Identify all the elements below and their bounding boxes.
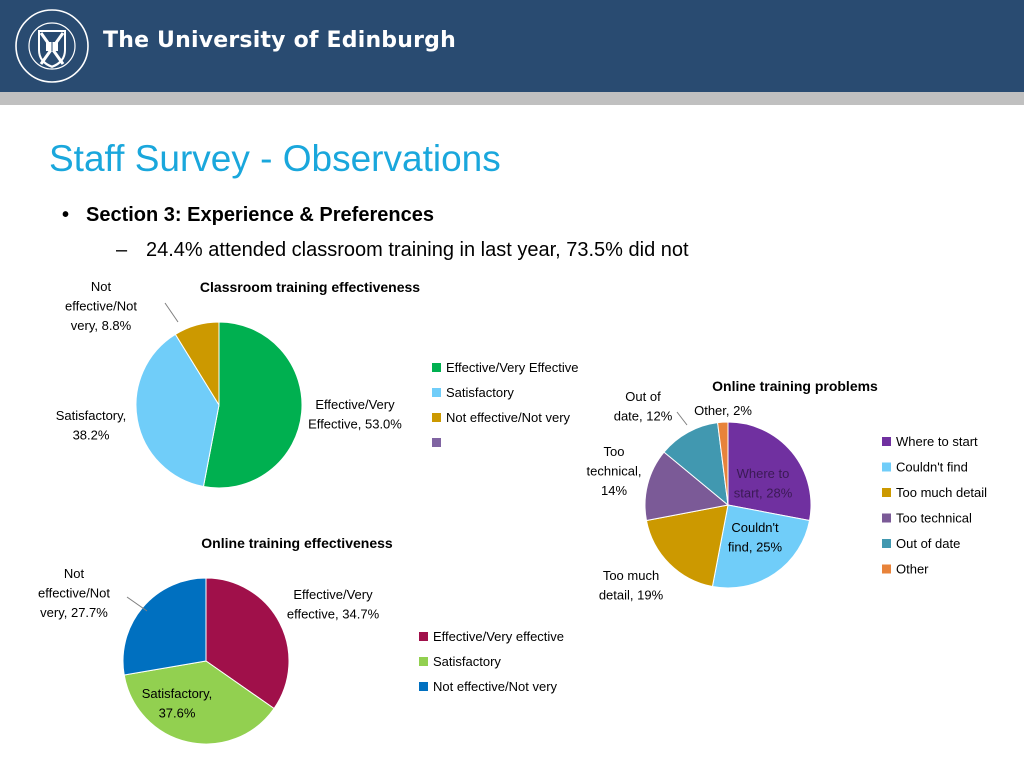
pie2-title: Online training effectiveness <box>201 535 393 551</box>
pie0-slice-0 <box>202 321 303 489</box>
pie0-legend-swatch-0 <box>432 363 441 372</box>
pie2-legend-label-1: Satisfactory <box>433 654 501 669</box>
pie1-slice-4 <box>663 422 729 507</box>
header-bar: The University of Edinburgh <box>0 0 1024 92</box>
university-name: The University of Edinburgh <box>103 28 456 53</box>
pie1-slice-0 <box>727 421 812 522</box>
pie1-leader-line-0 <box>676 411 688 426</box>
pie1-legend-label-0: Where to start <box>896 434 978 449</box>
pie2-slice-0 <box>205 577 290 710</box>
pie0-legend-swatch-2 <box>432 413 441 422</box>
sub-bullet: –24.4% attended classroom training in la… <box>116 239 689 262</box>
pie1-data-label-0: Where to start, 28% <box>734 466 793 501</box>
pie2-data-label-0: Effective/Very effective, 34.7% <box>287 587 380 622</box>
pie0-legend-label-1: Satisfactory <box>446 385 514 400</box>
bullet-dash-icon: – <box>116 239 128 261</box>
pie2-data-label-2: Not effective/Not very, 27.7% <box>38 566 110 620</box>
pie1-legend-swatch-2 <box>882 488 891 497</box>
pie0-data-label-0: Effective/Very Effective, 53.0% <box>308 397 402 432</box>
pie1-data-label-1: Couldn't find, 25% <box>728 520 783 555</box>
pie1-data-label-2: Too much detail, 19% <box>599 568 664 603</box>
pie0-slice-1 <box>135 333 220 488</box>
pie1-legend-swatch-0 <box>882 437 891 446</box>
pie0-slice-2 <box>174 321 220 407</box>
pie2-slice-2 <box>122 577 207 676</box>
pie1-data-label-5: Other, 2% <box>694 403 752 418</box>
pie2-legend-swatch-0 <box>419 632 428 641</box>
section-bullet: • Section 3: Experience & Preferences <box>62 204 434 227</box>
pie2-legend-label-0: Effective/Very effective <box>433 629 564 644</box>
pie0-title: Classroom training effectiveness <box>200 279 420 295</box>
pie0-leader-line-0 <box>164 302 179 323</box>
pie0-legend-swatch-1 <box>432 388 441 397</box>
pie1-title: Online training problems <box>712 378 878 394</box>
pie1-legend-swatch-4 <box>882 539 891 548</box>
pie1-data-label-3: Too technical, 14% <box>587 444 642 498</box>
pie1-slice-1 <box>711 504 811 589</box>
pie0-data-label-1: Satisfactory, 38.2% <box>56 408 127 443</box>
pie1-legend-label-2: Too much detail <box>896 485 987 500</box>
pie1-legend-swatch-1 <box>882 462 891 472</box>
section-bullet-text: Section 3: Experience & Preferences <box>86 204 434 226</box>
pie1-slice-2 <box>645 504 729 588</box>
pie1-data-label-4: Out of date, 12% <box>614 389 673 424</box>
pie1-legend-swatch-3 <box>882 513 891 523</box>
university-crest-logo <box>15 9 89 83</box>
pie2-slice-1 <box>123 660 275 745</box>
slide-title: Staff Survey - Observations <box>49 138 501 179</box>
pie2-legend-swatch-2 <box>419 682 428 691</box>
bullet-dot-icon: • <box>62 204 70 226</box>
sub-bullet-text: 24.4% attended classroom training in las… <box>146 239 689 261</box>
pie1-slice-5 <box>717 421 729 506</box>
pie0-legend-swatch-3 <box>432 438 441 447</box>
pie2-legend-label-2: Not effective/Not very <box>433 679 558 694</box>
pie2-legend-swatch-1 <box>419 657 428 666</box>
pie0-legend-label-2: Not effective/Not very <box>446 410 571 425</box>
pie1-legend-label-4: Out of date <box>896 536 960 551</box>
pie1-legend-label-3: Too technical <box>896 511 972 526</box>
pie1-legend-label-1: Couldn't find <box>896 460 968 475</box>
pie0-data-label-2: Not effective/Not very, 8.8% <box>65 279 137 333</box>
pie1-legend-swatch-5 <box>882 564 891 574</box>
pie2-leader-line-0 <box>126 596 148 612</box>
pie0-legend-label-0: Effective/Very Effective <box>446 360 578 375</box>
pie2-data-label-1: Satisfactory, 37.6% <box>142 686 213 721</box>
pie1-legend-label-5: Other <box>896 562 929 577</box>
pie1-slice-3 <box>644 451 730 522</box>
header-divider <box>0 92 1024 105</box>
